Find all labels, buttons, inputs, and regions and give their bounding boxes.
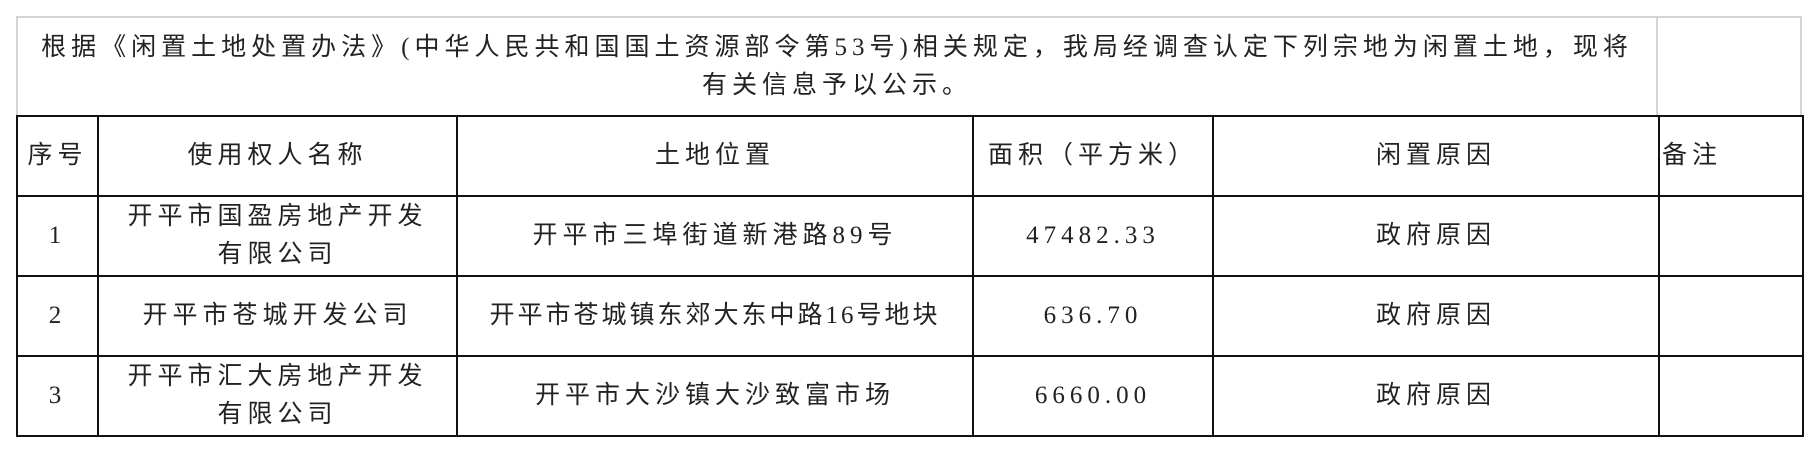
row-owner: 开平市汇大房地产开发有限公司 xyxy=(97,355,458,437)
row-area: 636.70 xyxy=(972,275,1214,357)
row-location: 开平市大沙镇大沙致富市场 xyxy=(456,355,974,437)
header-note: 备注 xyxy=(1658,115,1804,197)
header-reason: 闲置原因 xyxy=(1212,115,1660,197)
notice-blank-cell xyxy=(1658,16,1802,116)
table-row: 2 开平市苍城开发公司 开平市苍城镇东郊大东中路16号地块 636.70 政府原… xyxy=(16,275,1804,357)
row-reason: 政府原因 xyxy=(1212,275,1660,357)
idle-land-table: 序号 使用权人名称 土地位置 面积（平方米） 闲置原因 备注 1 开平市国盈房地… xyxy=(16,115,1804,437)
row-location: 开平市苍城镇东郊大东中路16号地块 xyxy=(456,275,974,357)
header-area: 面积（平方米） xyxy=(972,115,1214,197)
row-no: 1 xyxy=(16,195,99,277)
row-no: 2 xyxy=(16,275,99,357)
header-location: 土地位置 xyxy=(456,115,974,197)
row-note xyxy=(1658,355,1804,437)
row-area: 6660.00 xyxy=(972,355,1214,437)
row-no: 3 xyxy=(16,355,99,437)
row-owner: 开平市国盈房地产开发有限公司 xyxy=(97,195,458,277)
row-area: 47482.33 xyxy=(972,195,1214,277)
table-row: 1 开平市国盈房地产开发有限公司 开平市三埠街道新港路89号 47482.33 … xyxy=(16,195,1804,277)
notice-text: 根据《闲置土地处置办法》(中华人民共和国国土资源部令第53号)相关规定，我局经调… xyxy=(41,34,1633,99)
row-reason: 政府原因 xyxy=(1212,355,1660,437)
row-note xyxy=(1658,275,1804,357)
header-no: 序号 xyxy=(16,115,99,197)
notice-cell: 根据《闲置土地处置办法》(中华人民共和国国土资源部令第53号)相关规定，我局经调… xyxy=(16,16,1658,116)
table-header-row: 序号 使用权人名称 土地位置 面积（平方米） 闲置原因 备注 xyxy=(16,115,1804,197)
table-row: 3 开平市汇大房地产开发有限公司 开平市大沙镇大沙致富市场 6660.00 政府… xyxy=(16,355,1804,437)
row-note xyxy=(1658,195,1804,277)
row-reason: 政府原因 xyxy=(1212,195,1660,277)
row-owner: 开平市苍城开发公司 xyxy=(97,275,458,357)
header-owner: 使用权人名称 xyxy=(97,115,458,197)
row-location: 开平市三埠街道新港路89号 xyxy=(456,195,974,277)
